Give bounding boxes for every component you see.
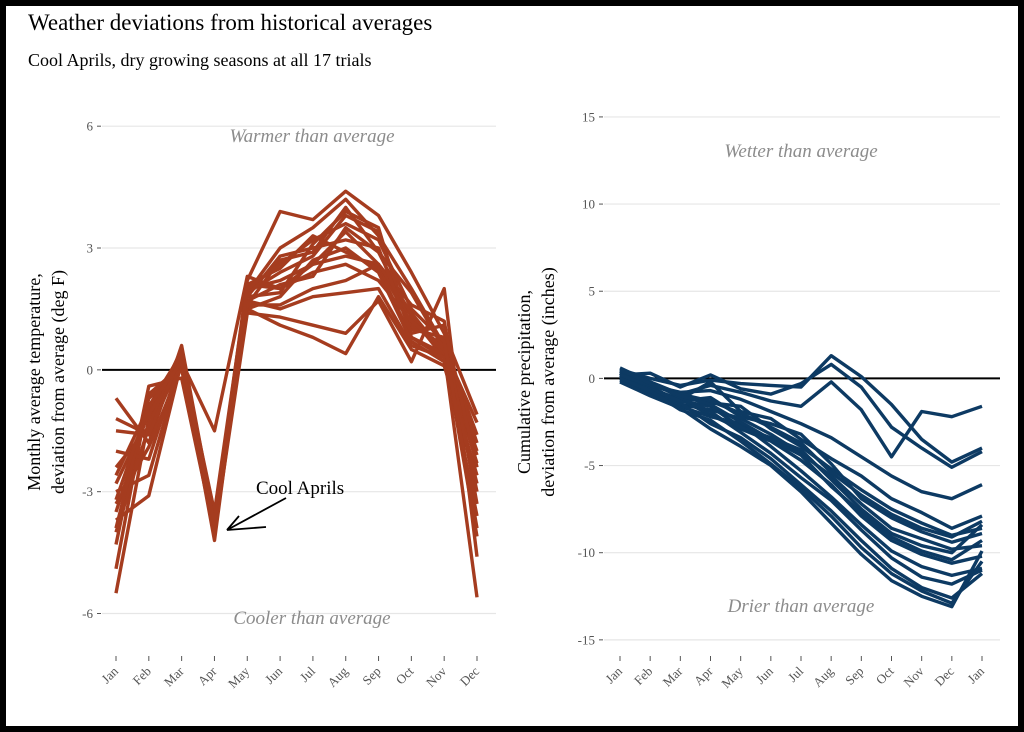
figure-subtitle: Cool Aprils, dry growing seasons at all … bbox=[28, 50, 372, 70]
precipitation-x-tick-label: Feb bbox=[631, 664, 655, 688]
temperature-series-line bbox=[114, 221, 479, 529]
precipitation-x-tick-label: Mar bbox=[660, 663, 686, 689]
temperature-y-tick-label: -6 bbox=[82, 606, 93, 621]
precipitation-series-line bbox=[619, 376, 983, 501]
warmer-annotation: Warmer than average bbox=[230, 126, 395, 147]
figure-title: Weather deviations from historical avera… bbox=[28, 10, 433, 35]
temperature-y-tick-label: 6 bbox=[87, 119, 94, 134]
precipitation-x-tick-label: Jul bbox=[785, 663, 807, 685]
figure-panel: Weather deviations from historical avera… bbox=[6, 6, 1018, 726]
precipitation-y-tick-label: 0 bbox=[589, 371, 596, 386]
temperature-y-axis-label-line2: deviation from average (deg F) bbox=[48, 270, 69, 494]
precipitation-x-tick-label: Jun bbox=[753, 663, 777, 687]
precipitation-y-tick-label: 15 bbox=[582, 109, 595, 124]
temperature-y-tick-label: 0 bbox=[87, 362, 94, 377]
precipitation-y-tick-label: -5 bbox=[584, 458, 595, 473]
drier-annotation: Drier than average bbox=[727, 596, 875, 617]
temperature-y-tick-label: -3 bbox=[82, 484, 93, 499]
precipitation-x-tick-label: Oct bbox=[873, 663, 897, 687]
precipitation-y-tick-label: 10 bbox=[582, 197, 595, 212]
precipitation-x-tick-label: Jan bbox=[602, 663, 625, 686]
precipitation-y-tick-label: -10 bbox=[578, 545, 595, 560]
wetter-annotation: Wetter than average bbox=[724, 141, 877, 162]
precipitation-series-line bbox=[619, 375, 984, 555]
temperature-y-tick-label: 3 bbox=[87, 241, 94, 256]
precipitation-x-tick-label: Jan bbox=[964, 663, 987, 686]
temperature-series-line bbox=[114, 262, 479, 529]
precipitation-x-tick-label: Aug bbox=[810, 663, 837, 690]
precipitation-y-axis-label-line1: Cumulative precipitation, bbox=[514, 290, 534, 474]
precipitation-y-tick-label: -15 bbox=[578, 632, 595, 647]
precipitation-x-tick-label: May bbox=[718, 663, 746, 691]
precipitation-x-tick-label: Nov bbox=[900, 663, 927, 690]
cool-aprils-callout: Cool Aprils bbox=[256, 478, 344, 499]
precipitation-x-tick-label: Dec bbox=[932, 663, 958, 689]
precipitation-series-line bbox=[619, 376, 984, 605]
temperature-y-axis-label-line1: Monthly average temperature, bbox=[24, 273, 44, 490]
precipitation-series-line bbox=[619, 369, 983, 586]
precipitation-y-tick-label: 5 bbox=[589, 284, 596, 299]
precipitation-x-tick-label: Apr bbox=[691, 663, 716, 688]
precipitation-series-line bbox=[619, 371, 984, 600]
precipitation-series-line bbox=[619, 368, 983, 562]
precipitation-chart: 15 10 5 0 -5 -10 -15 Jan Feb Mar Apr May Jun Jul Aug Se… bbox=[514, 109, 1000, 691]
temperature-series-line bbox=[114, 262, 479, 533]
cooler-annotation: Cooler than average bbox=[233, 608, 390, 629]
cool-aprils-arrow bbox=[226, 497, 287, 531]
precipitation-series-line bbox=[619, 362, 983, 469]
precipitation-x-tick-label: Sep bbox=[842, 664, 866, 688]
precipitation-y-axis-label-line2: deviation from average (inches) bbox=[538, 267, 559, 496]
